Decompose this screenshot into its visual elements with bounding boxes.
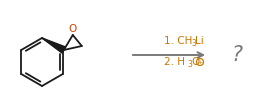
Text: 1. CH: 1. CH (164, 36, 192, 46)
Text: 3: 3 (187, 60, 192, 69)
Text: 2. H: 2. H (164, 57, 185, 67)
Polygon shape (42, 38, 66, 53)
Text: +: + (197, 59, 203, 65)
Text: O: O (191, 57, 199, 67)
Text: ?: ? (231, 45, 243, 65)
Text: 3: 3 (191, 39, 196, 48)
Text: O: O (69, 24, 77, 34)
Text: Li: Li (195, 36, 204, 46)
